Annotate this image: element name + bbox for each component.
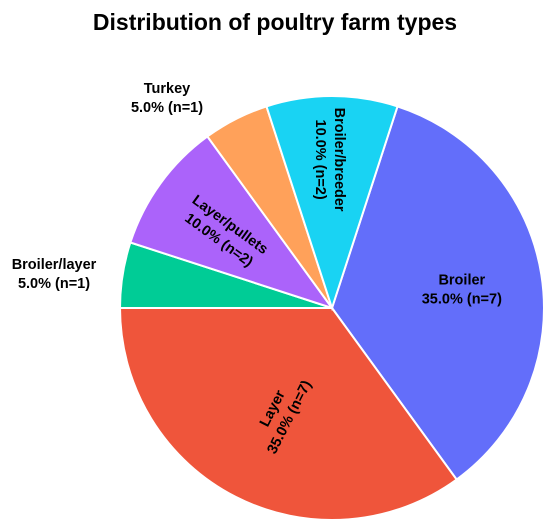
slice-label-name: Broiler xyxy=(438,272,485,288)
slice-label-name: Broiler/layer xyxy=(12,257,97,273)
pie-slices xyxy=(118,95,545,521)
pie-slice-broiler-breeder xyxy=(265,95,399,312)
pie-slice-broiler xyxy=(330,105,545,481)
slice-label-value: 5.0% (n=1) xyxy=(131,100,203,116)
slice-label-broiler: Broiler 35.0% (n=7) xyxy=(422,272,502,307)
slice-label-broiler-layer: Broiler/layer 5.0% (n=1) xyxy=(12,257,97,292)
slice-label-value: 5.0% (n=1) xyxy=(18,276,90,292)
slice-label-name: Turkey xyxy=(144,81,190,97)
slice-label-turkey: Turkey 5.0% (n=1) xyxy=(131,81,203,116)
chart-title: Distribution of poultry farm types xyxy=(93,9,457,35)
slice-label-value: 10.0% (n=2) xyxy=(312,119,328,199)
pie-slice-layer-pullets xyxy=(129,135,335,310)
slice-label-name: Broiler/breeder xyxy=(331,108,347,212)
slice-label-value: 35.0% (n=7) xyxy=(422,291,502,307)
pie-slice-layer xyxy=(118,307,459,521)
